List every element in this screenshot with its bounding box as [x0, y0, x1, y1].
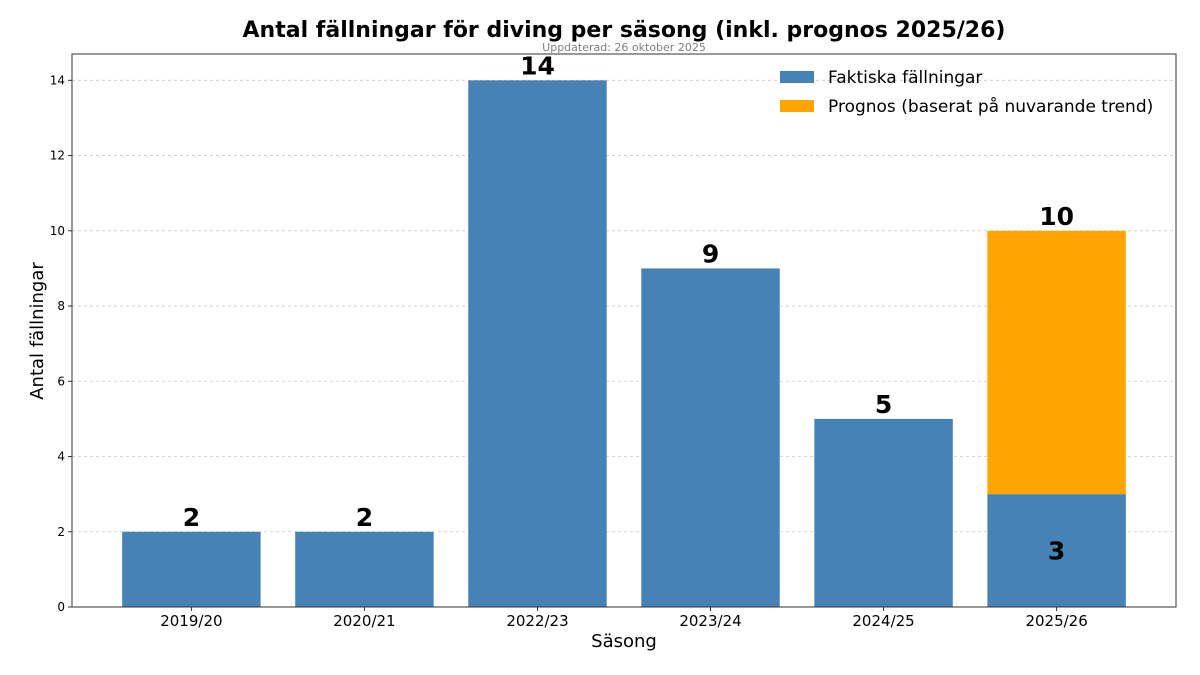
x-axis-label: Säsong	[591, 631, 657, 652]
y-tick-label: 10	[50, 224, 65, 238]
legend-swatch	[780, 100, 814, 112]
data-label: 3	[1048, 537, 1065, 566]
x-tick-label: 2025/26	[1025, 612, 1087, 630]
data-label: 10	[1039, 202, 1074, 231]
x-tick-label: 2022/23	[506, 612, 568, 630]
bar-actual	[468, 80, 607, 608]
y-tick-label: 12	[50, 149, 65, 163]
bar-actual	[641, 268, 780, 607]
data-label: 2	[356, 503, 373, 532]
bar-actual	[122, 531, 261, 607]
bar-actual	[295, 531, 434, 607]
x-tick-label: 2024/25	[852, 612, 914, 630]
y-tick-label: 2	[57, 525, 65, 539]
y-tick-label: 6	[57, 374, 65, 388]
bar-forecast	[987, 230, 1126, 495]
y-tick-label: 0	[57, 600, 65, 614]
legend-label: Prognos (baserat på nuvarande trend)	[828, 96, 1153, 117]
x-tick-label: 2023/24	[679, 612, 741, 630]
data-label: 9	[702, 239, 719, 268]
data-label: 14	[520, 51, 555, 80]
legend-label: Faktiska fällningar	[828, 68, 982, 88]
x-tick-label: 2019/20	[160, 612, 222, 630]
bar-actual	[987, 494, 1126, 607]
y-tick-label: 8	[57, 299, 65, 313]
x-tick-label: 2020/21	[333, 612, 395, 630]
data-label: 2	[183, 503, 200, 532]
legend-swatch	[780, 71, 814, 83]
bar-actual	[814, 418, 953, 607]
y-axis-label: Antal fällningar	[27, 262, 48, 400]
y-tick-label: 4	[57, 450, 65, 464]
chart-subtitle: Uppdaterad: 26 oktober 2025	[542, 41, 706, 54]
data-label: 5	[875, 390, 892, 419]
y-tick-label: 14	[50, 73, 65, 87]
plot-frame	[71, 53, 1177, 608]
chart-title: Antal fällningar för diving per säsong (…	[243, 18, 1006, 43]
